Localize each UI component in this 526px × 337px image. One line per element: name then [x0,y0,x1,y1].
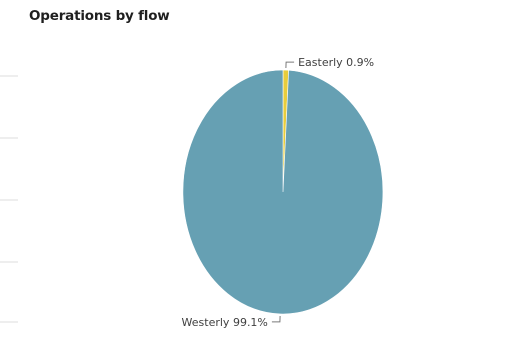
leader-line-easterly [285,61,295,69]
data-label-easterly: Easterly 0.9% [298,56,374,69]
chart-title: Operations by flow [29,8,170,24]
leader-line-westerly [271,315,281,323]
data-label-westerly: Westerly 99.1% [182,316,268,329]
pie-slice-westerly[interactable] [182,69,384,315]
